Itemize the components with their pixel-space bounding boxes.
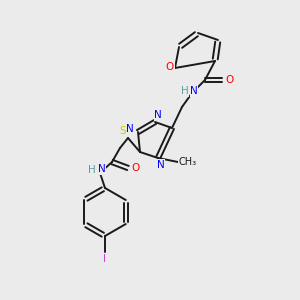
- Text: O: O: [132, 163, 140, 173]
- Text: O: O: [166, 62, 174, 72]
- Text: N: N: [154, 110, 162, 120]
- Text: H: H: [181, 86, 189, 96]
- Text: N: N: [126, 124, 134, 134]
- Text: CH₃: CH₃: [179, 157, 197, 167]
- Text: N: N: [98, 164, 106, 174]
- Text: O: O: [225, 75, 233, 85]
- Text: N: N: [190, 86, 198, 96]
- Text: S: S: [120, 126, 126, 136]
- Text: I: I: [103, 254, 106, 264]
- Text: H: H: [88, 165, 96, 175]
- Text: N: N: [157, 160, 165, 170]
